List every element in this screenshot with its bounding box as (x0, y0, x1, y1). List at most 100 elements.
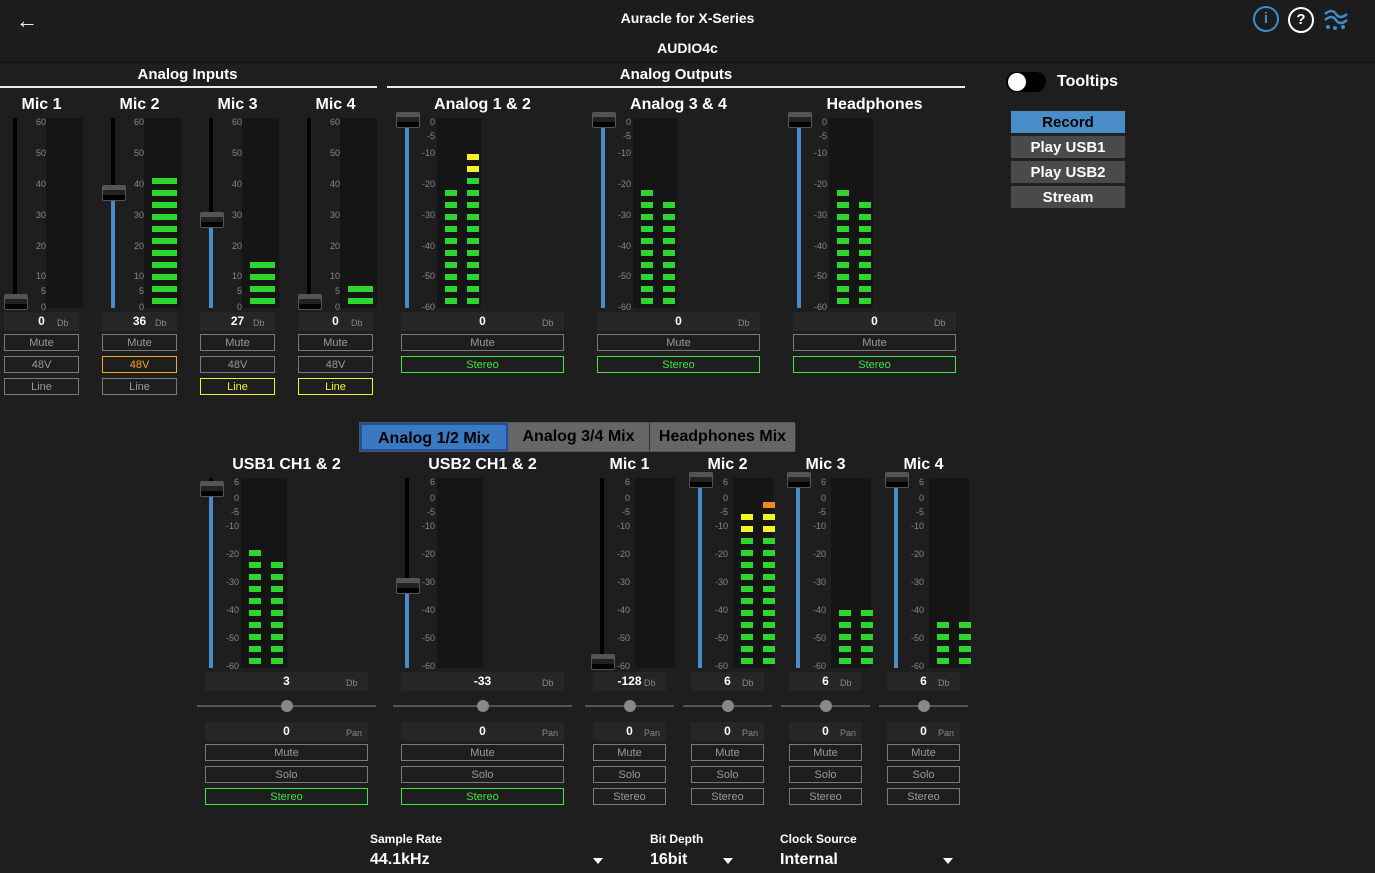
fader-knob[interactable] (102, 184, 126, 201)
stereo-button[interactable]: Stereo (593, 788, 666, 805)
gain-value[interactable]: 0 (793, 312, 956, 331)
tooltips-toggle[interactable] (1006, 72, 1046, 92)
pan-slider-handle[interactable] (917, 700, 930, 712)
gain-value[interactable]: 0 (4, 312, 79, 331)
meter-segment (861, 634, 873, 640)
gain-value[interactable]: 0 (401, 312, 564, 331)
line-button[interactable]: Line (298, 378, 373, 395)
solo-button[interactable]: Solo (593, 766, 666, 783)
pan-slider-handle[interactable] (819, 700, 832, 712)
pan-slider-handle[interactable] (623, 700, 636, 712)
pan-value[interactable]: 0 (887, 722, 960, 741)
mute-button[interactable]: Mute (691, 744, 764, 761)
channel-label: Mic 2 (119, 96, 160, 113)
mode-play-usb1[interactable]: Play USB1 (1010, 135, 1126, 159)
48v-button[interactable]: 48V (102, 356, 177, 373)
stereo-button[interactable]: Stereo (401, 356, 564, 373)
scale-tick: -10 (910, 521, 924, 531)
stereo-button[interactable]: Stereo (793, 356, 956, 373)
help-icon[interactable]: ? (1288, 7, 1314, 33)
mute-button[interactable]: Mute (200, 334, 275, 351)
back-arrow-icon[interactable]: ← (16, 8, 38, 33)
gain-value[interactable]: 6 (691, 672, 764, 691)
mute-button[interactable]: Mute (789, 744, 862, 761)
gain-value[interactable]: 3 (205, 672, 368, 691)
scale-tick: -50 (812, 633, 826, 643)
scale-tick: 10 (35, 271, 46, 281)
stereo-button[interactable]: Stereo (691, 788, 764, 805)
tab-analog-1-2-mix[interactable]: Analog 1/2 Mix (360, 423, 508, 451)
pan-value[interactable]: 0 (789, 722, 862, 741)
line-button[interactable]: Line (200, 378, 275, 395)
stereo-button[interactable]: Stereo (597, 356, 760, 373)
fader-knob[interactable] (592, 112, 616, 128)
fader-knob[interactable] (396, 577, 420, 594)
setting-value-dropdown[interactable]: 44.1kHz (370, 851, 430, 868)
pan-value[interactable]: 0 (593, 722, 666, 741)
pan-value[interactable]: 0 (691, 722, 764, 741)
fader-knob[interactable] (591, 654, 615, 670)
gain-value[interactable]: 6 (789, 672, 862, 691)
gain-value[interactable]: 0 (597, 312, 760, 331)
stereo-button[interactable]: Stereo (401, 788, 564, 805)
gain-value[interactable]: 0 (298, 312, 373, 331)
info-icon[interactable]: i (1253, 6, 1279, 32)
mute-button[interactable]: Mute (102, 334, 177, 351)
tab-analog-3-4-mix[interactable]: Analog 3/4 Mix (508, 423, 650, 451)
fader-knob[interactable] (787, 472, 811, 488)
mute-button[interactable]: Mute (4, 334, 79, 351)
gain-unit: Db (155, 318, 167, 328)
solo-button[interactable]: Solo (789, 766, 862, 783)
mute-button[interactable]: Mute (298, 334, 373, 351)
pan-slider-handle[interactable] (476, 700, 489, 712)
chevron-down-icon[interactable] (723, 858, 733, 864)
fader-knob[interactable] (200, 212, 224, 229)
chevron-down-icon[interactable] (593, 858, 603, 864)
chevron-down-icon[interactable] (943, 858, 953, 864)
mute-button[interactable]: Mute (597, 334, 760, 351)
gain-value[interactable]: -33 (401, 672, 564, 691)
pan-value[interactable]: 0 (205, 722, 368, 741)
mute-button[interactable]: Mute (401, 744, 564, 761)
pan-slider-handle[interactable] (280, 700, 293, 712)
stereo-button[interactable]: Stereo (789, 788, 862, 805)
fader-knob[interactable] (4, 294, 28, 310)
solo-button[interactable]: Solo (401, 766, 564, 783)
gain-value[interactable]: 6 (887, 672, 960, 691)
setting-value-dropdown[interactable]: Internal (780, 851, 838, 868)
fader-knob[interactable] (200, 481, 224, 498)
scale-tick: -10 (617, 148, 631, 158)
solo-button[interactable]: Solo (205, 766, 368, 783)
48v-button[interactable]: 48V (200, 356, 275, 373)
stereo-button[interactable]: Stereo (205, 788, 368, 805)
mode-record[interactable]: Record (1010, 110, 1126, 134)
48v-button[interactable]: 48V (4, 356, 79, 373)
tab-headphones-mix[interactable]: Headphones Mix (650, 423, 796, 451)
gain-value[interactable]: 36 (102, 312, 177, 331)
mode-stream[interactable]: Stream (1010, 185, 1126, 209)
fader-knob[interactable] (885, 472, 909, 488)
fader-knob[interactable] (298, 294, 322, 310)
mute-button[interactable]: Mute (205, 744, 368, 761)
mute-button[interactable]: Mute (793, 334, 956, 351)
fader-knob[interactable] (396, 112, 420, 128)
splash-logo-icon[interactable] (1322, 6, 1350, 32)
line-button[interactable]: Line (102, 378, 177, 395)
line-button[interactable]: Line (4, 378, 79, 395)
stereo-button[interactable]: Stereo (887, 788, 960, 805)
gain-value[interactable]: 27 (200, 312, 275, 331)
mute-button[interactable]: Mute (887, 744, 960, 761)
gain-value[interactable]: -128 (593, 672, 666, 691)
fader-knob[interactable] (788, 112, 812, 128)
setting-value-dropdown[interactable]: 16bit (650, 851, 688, 868)
solo-button[interactable]: Solo (887, 766, 960, 783)
48v-button[interactable]: 48V (298, 356, 373, 373)
meter-segment (271, 658, 283, 664)
pan-value[interactable]: 0 (401, 722, 564, 741)
mute-button[interactable]: Mute (401, 334, 564, 351)
mute-button[interactable]: Mute (593, 744, 666, 761)
fader-knob[interactable] (689, 472, 713, 488)
pan-slider-handle[interactable] (721, 700, 734, 712)
mode-play-usb2[interactable]: Play USB2 (1010, 160, 1126, 184)
solo-button[interactable]: Solo (691, 766, 764, 783)
